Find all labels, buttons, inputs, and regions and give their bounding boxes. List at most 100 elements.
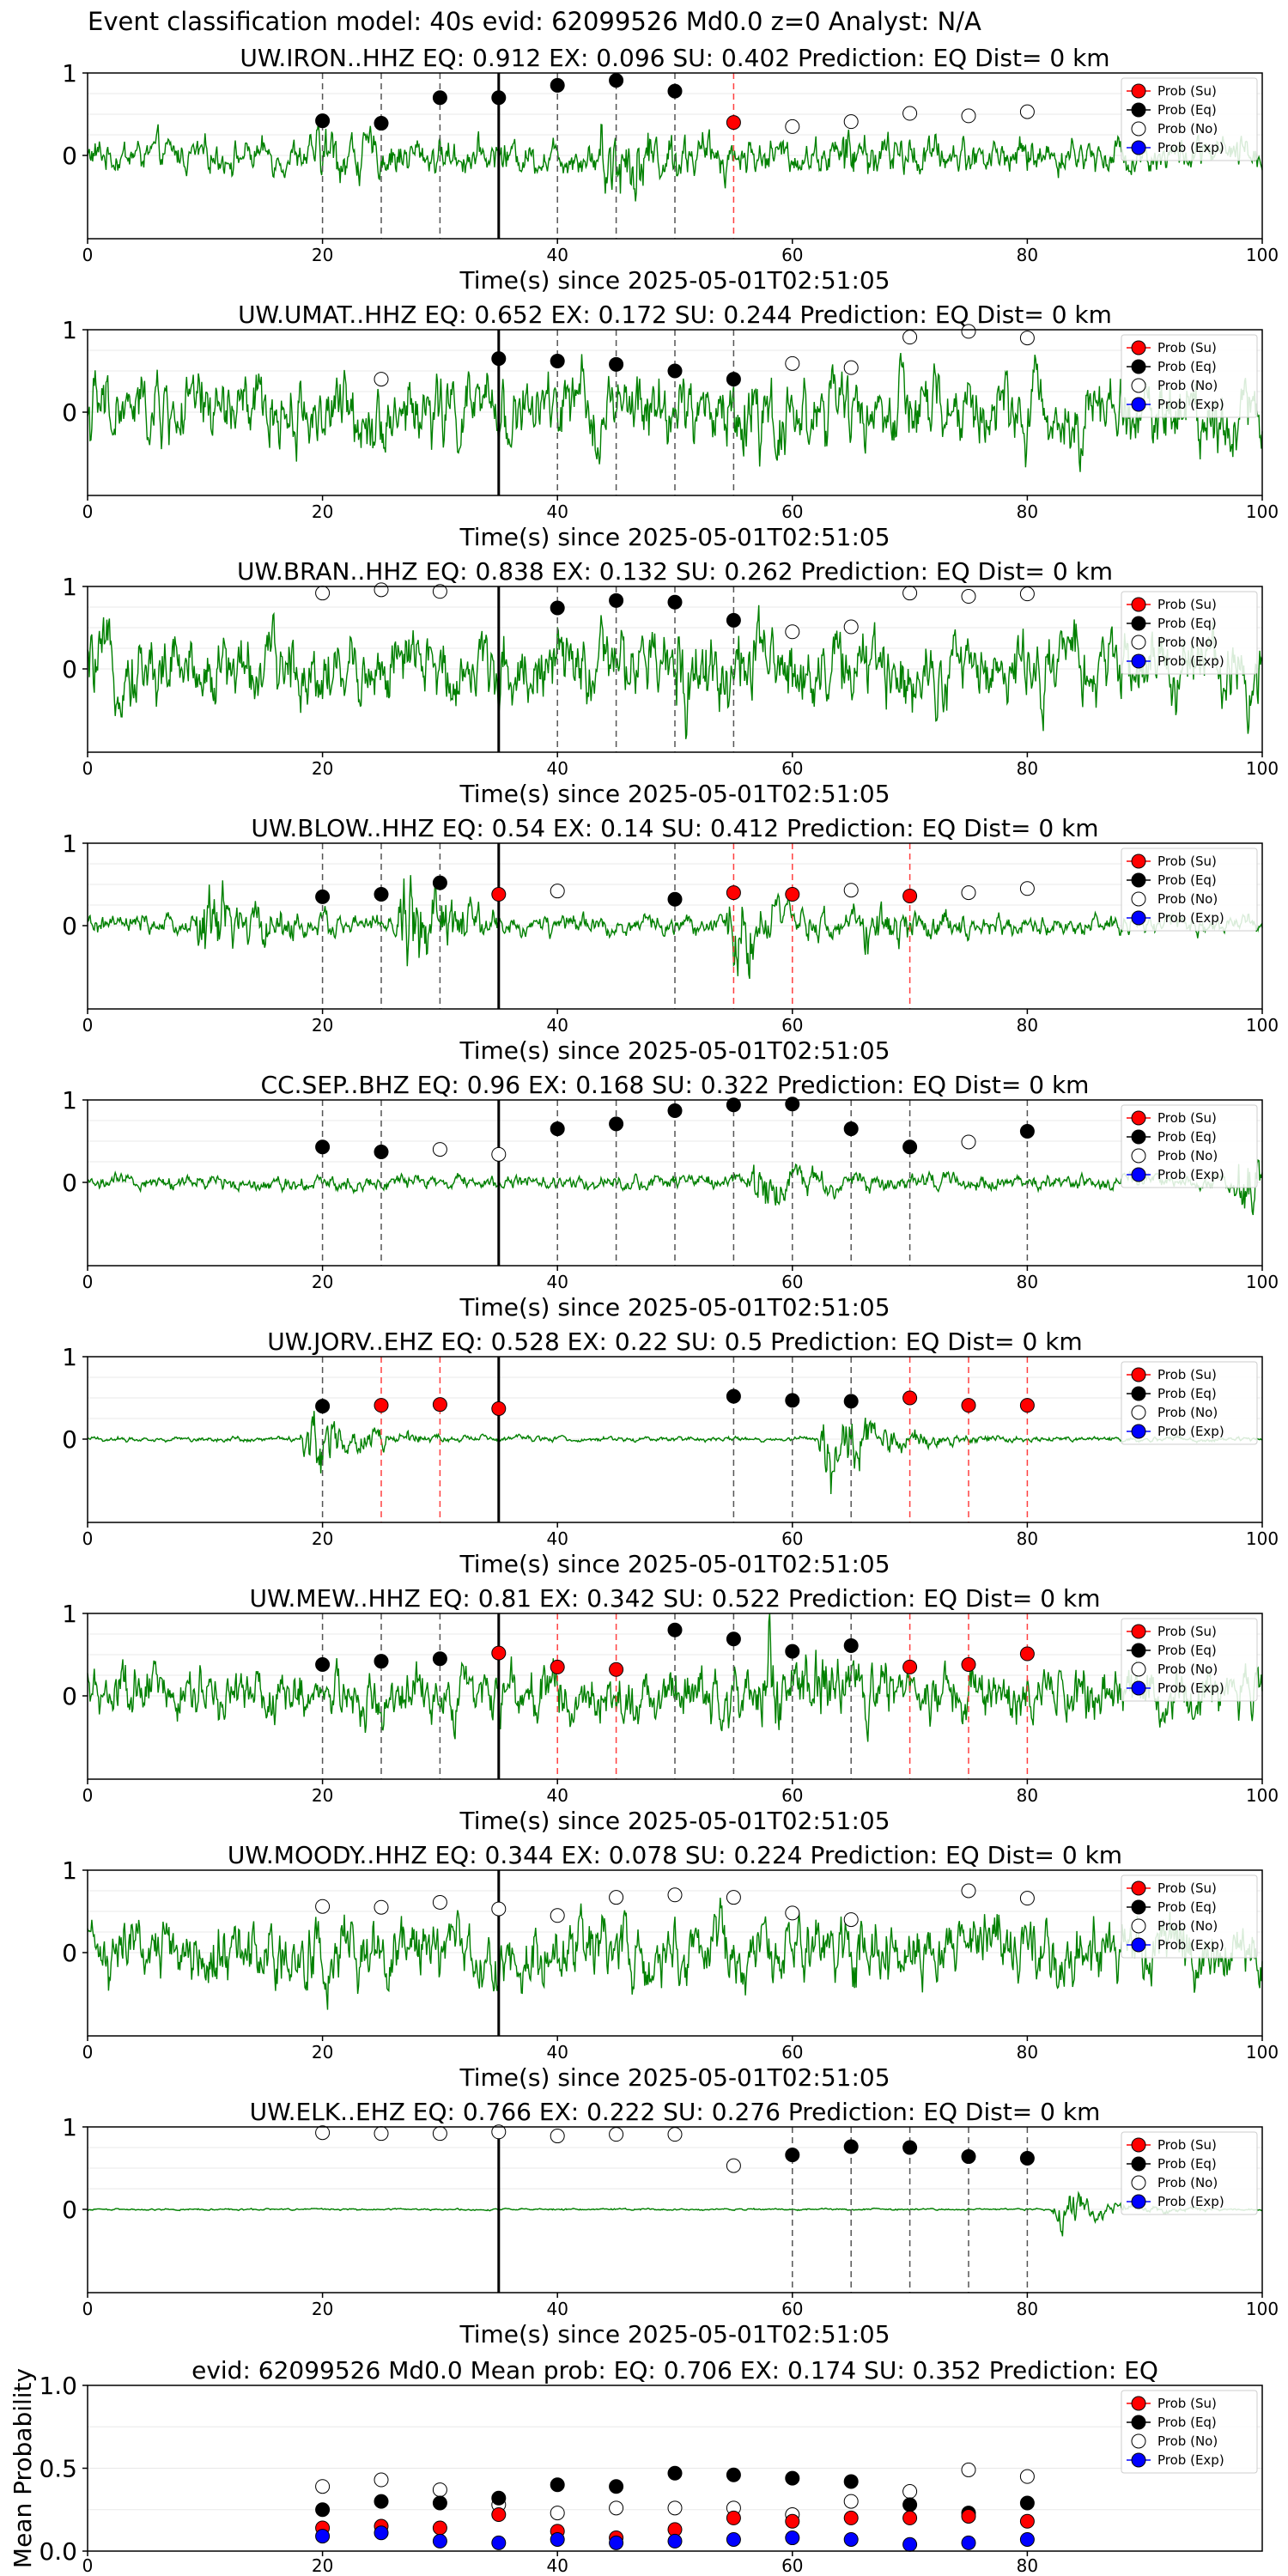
x-tick-label: 100	[1246, 758, 1279, 779]
legend-label-exp: Prob (Exp)	[1157, 1167, 1224, 1182]
legend-marker-su	[1131, 1880, 1146, 1896]
legend-label-exp: Prob (Exp)	[1157, 910, 1224, 926]
x-axis-label: Time(s) since 2025-05-01T02:51:05	[459, 266, 890, 295]
x-tick-label: 60	[781, 1785, 803, 1806]
panel-3: UW.BRAN..HHZ EQ: 0.838 EX: 0.132 SU: 0.2…	[62, 557, 1279, 808]
prob-su-point	[609, 1662, 624, 1677]
trace-line	[87, 1411, 1263, 1495]
legend-marker-su	[1131, 83, 1146, 99]
y-tick-label: 0	[62, 912, 77, 940]
panel-title: UW.MOODY..HHZ EQ: 0.344 EX: 0.078 SU: 0.…	[228, 1841, 1122, 1869]
prob-no-point	[609, 1890, 624, 1905]
prob-no-point	[785, 355, 800, 371]
x-tick-label: 0	[82, 2299, 94, 2319]
prob-no-point	[902, 330, 918, 345]
mean-exp-point	[550, 2531, 565, 2547]
y-tick-label: 1	[62, 1343, 77, 1371]
prob-no-point	[374, 2126, 389, 2142]
mean-exp-point	[667, 2533, 683, 2549]
legend-marker-no	[1131, 1148, 1146, 1163]
legend-label-eq: Prob (Eq)	[1157, 872, 1217, 888]
x-tick-label: 100	[1246, 245, 1279, 265]
mean-exp-point	[374, 2525, 389, 2541]
prob-eq-point	[726, 1097, 741, 1113]
x-tick-label: 100	[1246, 1785, 1279, 1806]
prob-eq-point	[550, 77, 565, 93]
mean-exp-point	[1019, 2531, 1035, 2547]
mean-eq-point	[432, 2495, 447, 2511]
legend-frame	[1121, 1104, 1258, 1188]
y-tick-label: 1	[62, 1600, 77, 1628]
panel-9: UW.ELK..EHZ EQ: 0.766 EX: 0.222 SU: 0.27…	[62, 2098, 1279, 2348]
prob-no-point	[785, 624, 800, 640]
mean-su-point	[432, 2520, 447, 2536]
prob-eq-point	[667, 363, 683, 379]
prob-eq-point	[902, 1139, 918, 1155]
prob-no-point	[374, 1899, 389, 1915]
prob-eq-point	[667, 1622, 683, 1637]
prob-no-point	[843, 360, 859, 375]
legend-marker-no	[1131, 1918, 1146, 1934]
legend-marker-no	[1131, 635, 1146, 650]
legend-marker-su	[1131, 854, 1146, 869]
x-tick-label: 0	[82, 2042, 94, 2063]
prob-su-point	[785, 887, 800, 902]
mean-su-point	[726, 2510, 741, 2525]
prob-no-point	[315, 586, 331, 601]
legend-marker-exp	[1131, 1424, 1146, 1439]
x-tick-label: 0	[82, 758, 94, 779]
prob-no-point	[491, 1901, 507, 1917]
mean-eq-point	[843, 2474, 859, 2489]
legend-label-su: Prob (Su)	[1157, 2137, 1217, 2153]
prob-no-point	[785, 1905, 800, 1921]
legend-marker-no	[1131, 2175, 1146, 2190]
legend-marker-no	[1131, 1662, 1146, 1677]
y-tick-label: 1	[62, 59, 77, 88]
legend-frame	[1121, 1361, 1258, 1445]
prob-eq-point	[667, 83, 683, 99]
x-tick-label: 60	[781, 758, 803, 779]
legend-label-eq: Prob (Eq)	[1157, 616, 1217, 631]
y-tick-label: 0	[62, 655, 77, 683]
prob-su-point	[550, 1659, 565, 1674]
x-tick-label: 0	[82, 2555, 94, 2576]
legend-marker-eq	[1131, 1643, 1146, 1658]
x-tick-label: 40	[546, 2042, 568, 2063]
x-tick-label: 100	[1246, 1272, 1279, 1292]
x-axis-label: Time(s) since 2025-05-01T02:51:05	[459, 2063, 890, 2092]
x-tick-label: 80	[1017, 501, 1038, 522]
prob-no-point	[726, 1890, 741, 1905]
legend-frame	[1121, 1618, 1258, 1702]
legend-marker-exp	[1131, 1937, 1146, 1953]
prob-no-point	[1019, 881, 1035, 896]
legend-label-eq: Prob (Eq)	[1157, 1899, 1217, 1915]
legend-frame	[1121, 2131, 1258, 2215]
prob-eq-point	[785, 1097, 800, 1112]
trace-line	[87, 1158, 1263, 1216]
prob-eq-point	[491, 90, 507, 106]
panel-title: UW.UMAT..HHZ EQ: 0.652 EX: 0.172 SU: 0.2…	[238, 301, 1112, 329]
legend-marker-su	[1131, 2396, 1146, 2411]
prob-eq-point	[785, 1643, 800, 1659]
legend-marker-su	[1131, 1110, 1146, 1126]
legend-label-no: Prob (No)	[1157, 2175, 1218, 2190]
x-tick-label: 20	[312, 1272, 333, 1292]
panel-1: UW.IRON..HHZ EQ: 0.912 EX: 0.096 SU: 0.4…	[62, 44, 1279, 295]
prob-su-point	[726, 885, 741, 901]
legend-frame	[1121, 1874, 1258, 1959]
y-tick-label: 1	[62, 1086, 77, 1115]
prob-eq-point	[315, 889, 331, 904]
legend-label-su: Prob (Su)	[1157, 1880, 1217, 1896]
panel-2: UW.UMAT..HHZ EQ: 0.652 EX: 0.172 SU: 0.2…	[62, 301, 1279, 551]
prob-no-point	[961, 108, 976, 124]
x-tick-label: 40	[546, 501, 568, 522]
x-tick-label: 0	[82, 1785, 94, 1806]
y-tick-label: 1	[62, 316, 77, 344]
x-tick-label: 20	[312, 501, 333, 522]
prob-no-point	[843, 619, 859, 635]
legend-label-exp: Prob (Exp)	[1157, 2452, 1224, 2468]
prob-no-point	[491, 2124, 507, 2140]
legend-frame	[1121, 334, 1258, 418]
panel-mean: evid: 62099526 Md0.0 Mean prob: EQ: 0.70…	[9, 2356, 1263, 2576]
legend-marker-exp	[1131, 140, 1146, 155]
